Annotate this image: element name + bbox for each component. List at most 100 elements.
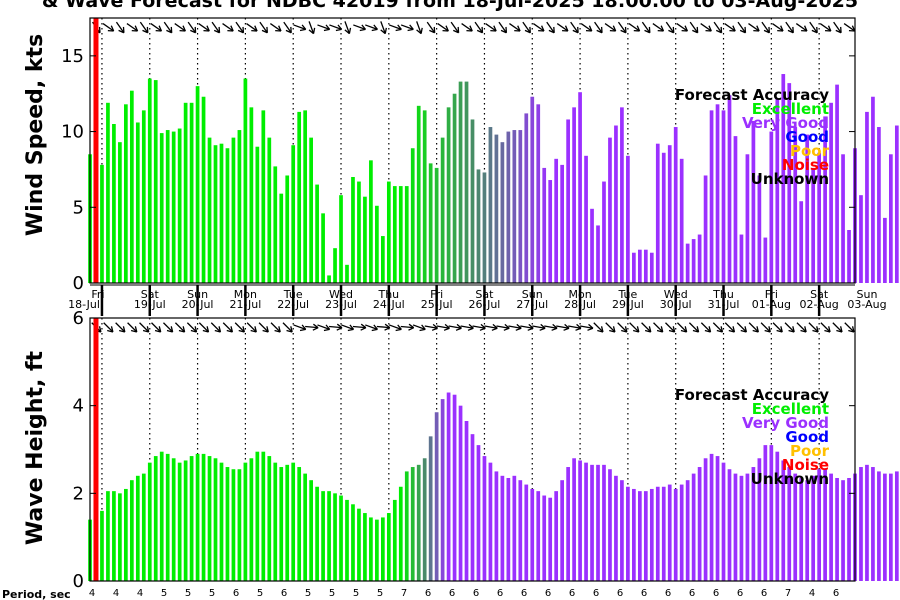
wave-bar <box>655 486 660 581</box>
wind-arrow <box>269 23 282 32</box>
wind-bar <box>446 107 451 283</box>
wind-bar <box>548 180 553 283</box>
wind-y-axis-label: Wind Speed, kts <box>23 34 48 236</box>
wind-bar <box>793 127 798 284</box>
wind-bar <box>554 158 559 283</box>
wind-arrow <box>102 23 115 32</box>
wind-arrow <box>772 23 784 32</box>
wind-arrow <box>222 23 234 32</box>
wind-bar <box>339 195 343 283</box>
wind-bar <box>572 107 576 283</box>
wave-arrow <box>593 322 604 333</box>
wave-arrow <box>412 324 426 332</box>
period-value: 6 <box>497 588 503 599</box>
wave-arrow <box>258 322 269 333</box>
wind-bars <box>88 74 899 284</box>
wave-bar <box>291 462 296 581</box>
wind-bar <box>865 111 869 283</box>
wave-bar <box>201 453 206 581</box>
wave-bar <box>333 493 337 581</box>
wind-bar <box>398 186 403 283</box>
wind-bar <box>679 158 684 283</box>
wave-bar <box>386 513 391 581</box>
wind-bar <box>309 137 313 283</box>
wave-bar <box>805 480 810 581</box>
wave-bar <box>524 484 529 581</box>
wave-bar <box>889 473 893 581</box>
wave-bar <box>739 475 744 581</box>
wind-arrow <box>617 21 627 34</box>
wind-arrow <box>474 21 484 34</box>
wind-arrow <box>139 21 149 34</box>
wave-bar <box>112 491 116 581</box>
period-value: 4 <box>137 588 143 599</box>
wind-bar <box>751 120 756 283</box>
wave-bar <box>829 473 833 581</box>
wave-arrow <box>127 322 138 333</box>
wind-arrow <box>259 21 268 34</box>
wind-arrow <box>365 24 378 32</box>
wind-arrow <box>652 23 665 32</box>
wind-bar <box>189 102 194 283</box>
wind-bar <box>464 81 469 283</box>
wind-bar <box>124 104 128 283</box>
wind-arrow <box>485 23 497 32</box>
day-label-strip: Fri18-JulSat19-JulSun20-JulMon21-JulTue2… <box>68 284 887 316</box>
wave-bar <box>793 473 798 581</box>
wind-bar <box>685 243 690 283</box>
wind-bar <box>841 154 845 283</box>
wave-bar <box>799 477 804 581</box>
wind-arrow <box>437 23 449 32</box>
wave-arrow <box>139 322 150 333</box>
wave-arrow <box>317 324 331 332</box>
wave-arrow <box>641 322 652 333</box>
wind-bar <box>769 131 774 283</box>
wave-bar <box>177 462 182 581</box>
wave-bar <box>327 491 331 581</box>
wave-bar <box>530 488 535 581</box>
wind-bar <box>321 213 325 283</box>
period-value: 5 <box>209 588 215 599</box>
wind-bar <box>363 196 367 283</box>
wind-bar <box>542 167 547 283</box>
wind-bar <box>213 145 218 283</box>
wave-bar <box>231 469 236 581</box>
wind-bar <box>673 127 678 284</box>
wave-bar <box>124 488 128 581</box>
wave-bar <box>697 467 702 581</box>
wind-bar <box>141 110 146 283</box>
wave-arrow <box>162 322 174 333</box>
period-value: 6 <box>713 588 719 599</box>
wind-y-tick-label: 10 <box>61 122 84 143</box>
wind-bar <box>512 130 517 283</box>
wave-arrow <box>844 322 855 333</box>
wind-bar <box>171 131 176 283</box>
wave-arrow <box>115 322 126 333</box>
period-value: 6 <box>281 588 287 599</box>
period-value: 5 <box>185 588 191 599</box>
wind-bar <box>643 249 648 283</box>
wind-arrow <box>211 21 221 34</box>
wind-bar <box>458 81 463 283</box>
wind-bar <box>428 163 433 283</box>
wave-legend-item: Noise <box>782 456 829 474</box>
wave-bar <box>500 475 505 581</box>
wave-bar <box>488 462 493 581</box>
wave-bar <box>673 488 678 581</box>
wave-bar <box>213 458 218 581</box>
wind-bar <box>452 93 457 283</box>
wind-arrow <box>353 24 367 32</box>
wave-bar <box>141 473 146 581</box>
wind-bar <box>733 136 738 283</box>
wind-arrow <box>509 23 521 32</box>
wind-bar <box>279 193 284 283</box>
wind-y-tick-label: 5 <box>73 197 84 218</box>
day-strip-date: 18-Jul <box>68 298 100 311</box>
wind-legend-item: Good <box>785 128 829 146</box>
wave-bars <box>88 392 899 581</box>
wave-bar <box>554 491 559 581</box>
wind-legend-item: Noise <box>782 156 829 174</box>
wave-arrow <box>568 323 582 331</box>
period-value: 6 <box>545 588 551 599</box>
